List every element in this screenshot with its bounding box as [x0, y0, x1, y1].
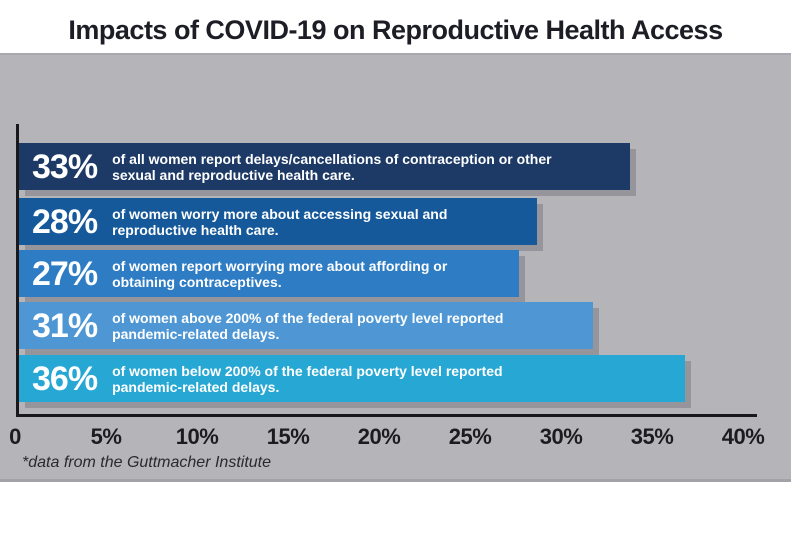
- bar-value-label: 36%: [32, 359, 98, 398]
- plot-area: *data from the Guttmacher Institute 33% o…: [0, 55, 791, 484]
- x-axis-tick-label: 10%: [175, 424, 219, 449]
- chart-title: Impacts of COVID-19 on Reproductive Heal…: [68, 15, 723, 45]
- bar-value-label: 27%: [32, 254, 98, 293]
- x-axis-tick-label: 5%: [90, 424, 122, 449]
- bar-description: of women worry more about accessing sexu…: [112, 205, 448, 238]
- chart-bar: 36% of women below 200% of the federal po…: [19, 355, 685, 402]
- bar-description: of women below 200% of the federal pover…: [112, 362, 503, 395]
- x-axis-tick-label: 25%: [448, 424, 492, 449]
- chart-bar: 28% of women worry more about accessing s…: [19, 198, 537, 245]
- bar-value-label: 28%: [32, 202, 98, 241]
- chart-bar: 27% of women report worrying more about a…: [19, 250, 519, 297]
- x-axis-line: [16, 414, 757, 417]
- bar-description: of all women report delays/cancellations…: [112, 150, 552, 183]
- x-axis-tick-label: 0: [9, 424, 21, 449]
- chart-bar: 33% of all women report delays/cancellati…: [19, 143, 630, 190]
- x-axis-tick-label: 35%: [630, 424, 674, 449]
- bar-value-label: 33%: [32, 147, 98, 186]
- chart-bar: 31% of women above 200% of the federal po…: [19, 302, 593, 349]
- x-axis-tick-label: 20%: [357, 424, 401, 449]
- bar-value-label: 31%: [32, 306, 98, 345]
- data-source-footnote: *data from the Guttmacher Institute: [22, 454, 272, 471]
- infographic-panel: *data from the Guttmacher Institute 33% o…: [0, 53, 791, 482]
- y-axis-line: [16, 124, 19, 417]
- x-axis-tick-label: 30%: [539, 424, 583, 449]
- bar-description: of women report worrying more about affo…: [112, 257, 448, 290]
- x-axis-tick-label: 15%: [266, 424, 310, 449]
- bar-description: of women above 200% of the federal pover…: [112, 309, 504, 342]
- x-axis-tick-label: 40%: [721, 424, 765, 449]
